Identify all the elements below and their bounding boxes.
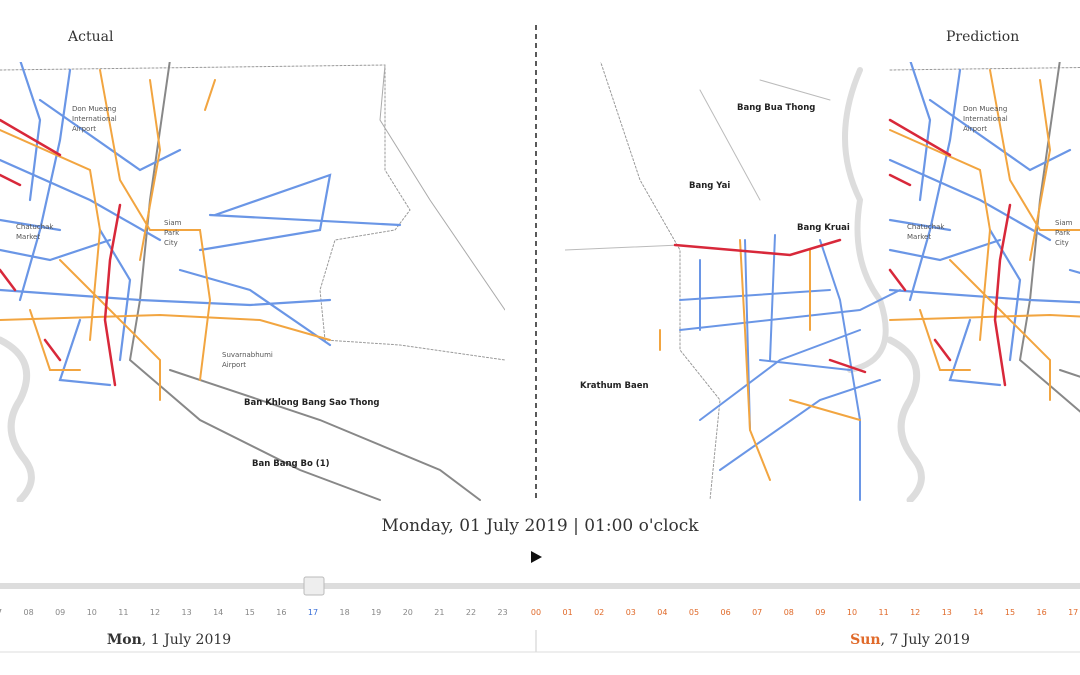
hour-tick[interactable]: 10 — [846, 608, 858, 617]
hour-tick[interactable]: 10 — [86, 608, 97, 617]
place-label: Siam Park City — [1055, 219, 1073, 247]
hour-tick[interactable]: 13 — [941, 608, 952, 617]
day-label: Sun, 7 July 2019 — [760, 632, 1060, 648]
date: , 7 July 2019 — [880, 632, 970, 648]
place-label: Don Mueang International Airport — [963, 105, 1008, 133]
hour-tick[interactable]: 21 — [434, 608, 445, 617]
hour-tick[interactable]: 14 — [973, 608, 984, 617]
place-label: Don Mueang International Airport — [72, 105, 117, 133]
hour-tick[interactable]: 09 — [55, 608, 66, 617]
hour-tick[interactable]: 16 — [1036, 608, 1047, 617]
place-label: Ban Khlong Bang Sao Thong — [244, 398, 380, 408]
hour-tick[interactable]: 20 — [402, 608, 413, 617]
place-label: Bang Bua Thong — [737, 103, 816, 113]
slider-track[interactable] — [0, 583, 1080, 589]
status: Monday, 01 July 2019 | 01:00 o'clock — [381, 516, 699, 536]
hour-tick[interactable]: 12 — [910, 608, 921, 617]
hour-tick[interactable]: 15 — [1004, 608, 1016, 617]
hour-tick[interactable]: 17 — [307, 608, 319, 617]
hour-tick[interactable]: 11 — [118, 608, 129, 617]
hour-tick[interactable]: 13 — [181, 608, 192, 617]
place-label: Ban Bang Bo (1) — [252, 459, 330, 469]
place-label: Bang Yai — [689, 181, 731, 191]
place-label: Chatuchak Market — [16, 223, 54, 241]
hour-tick[interactable]: 18 — [339, 608, 350, 617]
play-button[interactable] — [531, 551, 542, 563]
hour-tick[interactable]: 19 — [371, 608, 382, 617]
slider-thumb[interactable] — [303, 576, 325, 596]
hour-tick[interactable]: 04 — [657, 608, 668, 617]
hour-tick[interactable]: 08 — [783, 608, 794, 617]
hour-tick[interactable]: 07 — [752, 608, 763, 617]
hour-tick[interactable]: 12 — [149, 608, 161, 617]
place-label: Suvarnabhumi Airport — [222, 351, 273, 369]
hour-tick[interactable]: 23 — [497, 608, 508, 617]
hour-tick[interactable]: 03 — [625, 608, 636, 617]
place-label: Siam Park City — [164, 219, 182, 247]
hour-tick[interactable]: 09 — [815, 608, 826, 617]
hour-tick[interactable]: 17 — [1068, 608, 1079, 617]
hour-tick[interactable]: 16 — [276, 608, 287, 617]
hour-tick[interactable]: 01 — [562, 608, 573, 617]
place-label: Krathum Baen — [580, 381, 649, 391]
weekday: Mon — [106, 632, 142, 648]
hour-tick[interactable]: 11 — [878, 608, 889, 617]
hour-tick[interactable]: 22 — [465, 608, 477, 617]
hour-tick[interactable]: 05 — [688, 608, 700, 617]
date: , 1 July 2019 — [141, 632, 232, 648]
day-label: Mon, 1 July 2019 — [19, 632, 319, 648]
hour-tick[interactable]: 08 — [23, 608, 34, 617]
weekday: Sun — [850, 632, 881, 648]
place-label: Chatuchak Market — [907, 223, 945, 241]
hour-tick[interactable]: 00 — [530, 608, 542, 617]
place-label: Bang Kruai — [797, 223, 850, 233]
panel-title: Actual — [68, 29, 114, 45]
hour-tick[interactable]: 02 — [594, 608, 605, 617]
hour-tick[interactable]: 14 — [213, 608, 224, 617]
hour-tick[interactable]: 07 — [0, 608, 7, 617]
panel-title: Prediction — [946, 29, 1020, 45]
hour-tick[interactable]: 06 — [720, 608, 731, 617]
hour-tick[interactable]: 15 — [244, 608, 255, 617]
